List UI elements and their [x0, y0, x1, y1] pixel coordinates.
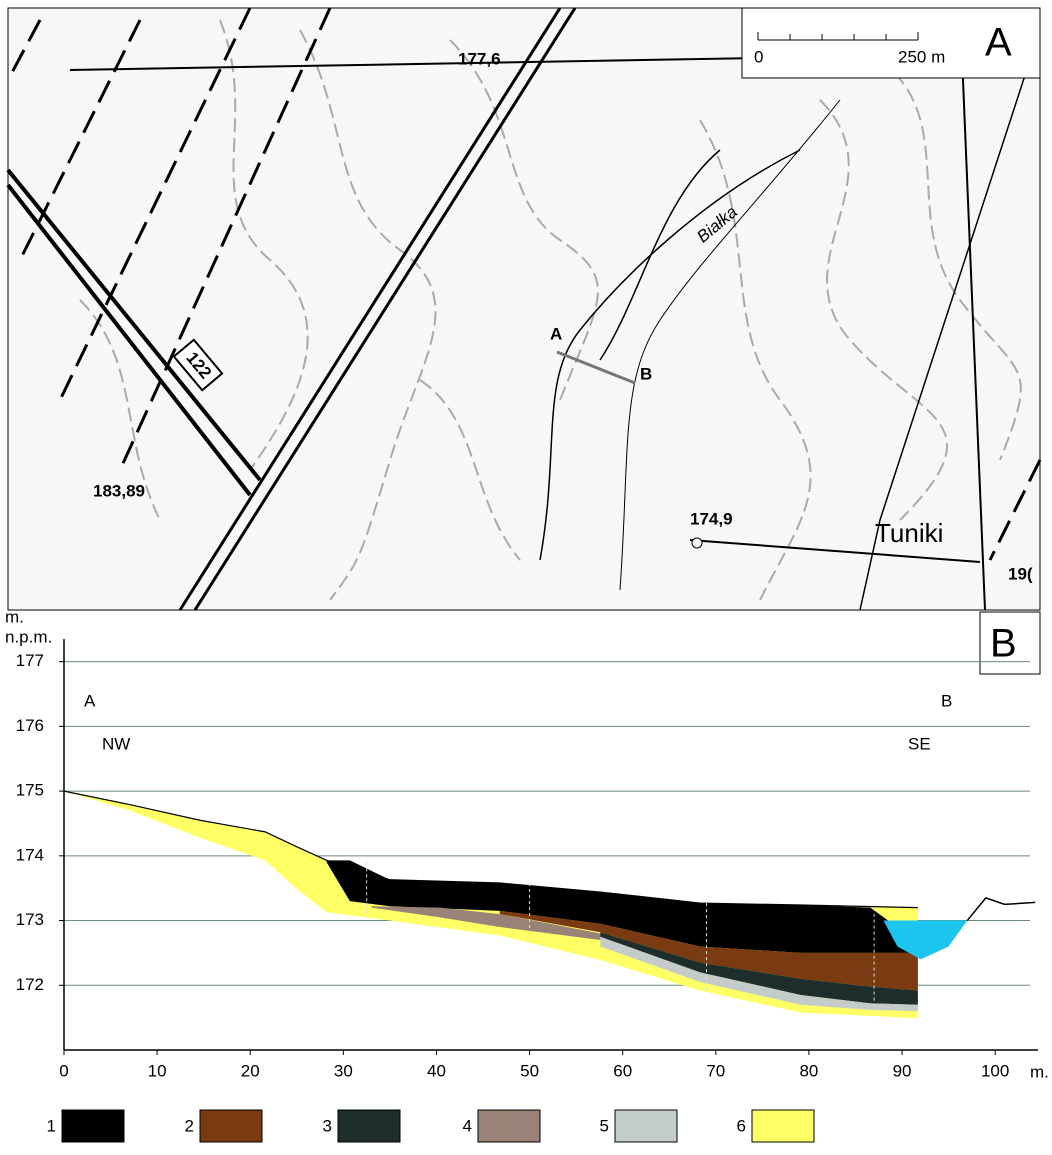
legend-swatch: [61, 1109, 125, 1143]
section-line: [556, 350, 636, 385]
annotation: SE: [908, 734, 931, 753]
section-start: A: [550, 324, 562, 343]
annotation: NW: [102, 734, 130, 753]
ground-line: [63, 790, 918, 909]
map-frame: [7, 7, 1041, 611]
legend-swatch: [477, 1109, 541, 1143]
legend-swatch: [337, 1109, 401, 1143]
x-tick-label: 0: [59, 1061, 68, 1080]
roads: [6, 7, 1042, 611]
x-tick-label: 50: [520, 1061, 539, 1080]
map-label: 174,9: [690, 509, 733, 528]
x-tick-label: 100: [981, 1061, 1009, 1080]
panel-b-box: B: [979, 611, 1041, 675]
legend-label: 2: [185, 1116, 194, 1135]
layer: [326, 860, 918, 957]
x-tick-label: 20: [241, 1061, 260, 1080]
panel-label: A: [985, 21, 1012, 65]
section-end: B: [640, 364, 652, 383]
panel-label: B: [990, 622, 1017, 666]
legend-swatch: [614, 1109, 678, 1143]
legend-label: 6: [737, 1116, 746, 1135]
water: [883, 920, 968, 960]
map-label: 183,89: [93, 481, 145, 500]
y-tick-label: 175: [16, 781, 44, 800]
legend-swatch: [751, 1109, 815, 1143]
x-tick-label: 40: [427, 1061, 446, 1080]
annotation: A: [84, 691, 96, 710]
road-sign: [172, 338, 224, 392]
legend-swatch: [199, 1109, 263, 1143]
x-tick-label: 30: [334, 1061, 353, 1080]
legend-label: 1: [47, 1116, 56, 1135]
layer: [600, 932, 918, 1005]
x-axis-label: m.: [1030, 1062, 1049, 1081]
height-point: [691, 537, 703, 549]
x-tick-label: 70: [706, 1061, 725, 1080]
map-label: 19(: [1008, 564, 1033, 583]
scale-label: 0: [754, 47, 763, 66]
scale-box: 0 250 m A: [741, 7, 1041, 79]
map-panel: 177,6 Białka 122 183,89 174,9 Tuniki 19(…: [6, 7, 1042, 611]
legend-label: 3: [323, 1116, 332, 1135]
annotation: B: [941, 691, 952, 710]
y-tick-label: 174: [16, 845, 44, 864]
scale-label: 250 m: [898, 47, 945, 66]
y-tick-label: 177: [16, 651, 44, 670]
contours: [79, 19, 1022, 601]
map-label: 177,6: [458, 49, 501, 68]
map-label: Tuniki: [875, 518, 943, 548]
y-tick-label: 173: [16, 910, 44, 929]
x-tick-label: 80: [799, 1061, 818, 1080]
layer: [499, 910, 918, 991]
y-axis-label: n.p.m.: [5, 627, 52, 646]
y-axis-label: m.: [5, 607, 24, 626]
ground-line: [966, 897, 1036, 922]
x-tick-label: 60: [613, 1061, 632, 1080]
x-tick-label: 10: [148, 1061, 167, 1080]
legend-label: 5: [600, 1116, 609, 1135]
x-tick-label: 90: [893, 1061, 912, 1080]
layer: [371, 906, 642, 947]
plot: 172 173 174 175 176 177 0 10 20 30 40 50 60 70 80 90 100…: [16, 639, 1038, 1143]
y-tick-label: 176: [16, 716, 44, 735]
y-tick-label: 172: [16, 975, 44, 994]
legend-label: 4: [463, 1116, 472, 1135]
